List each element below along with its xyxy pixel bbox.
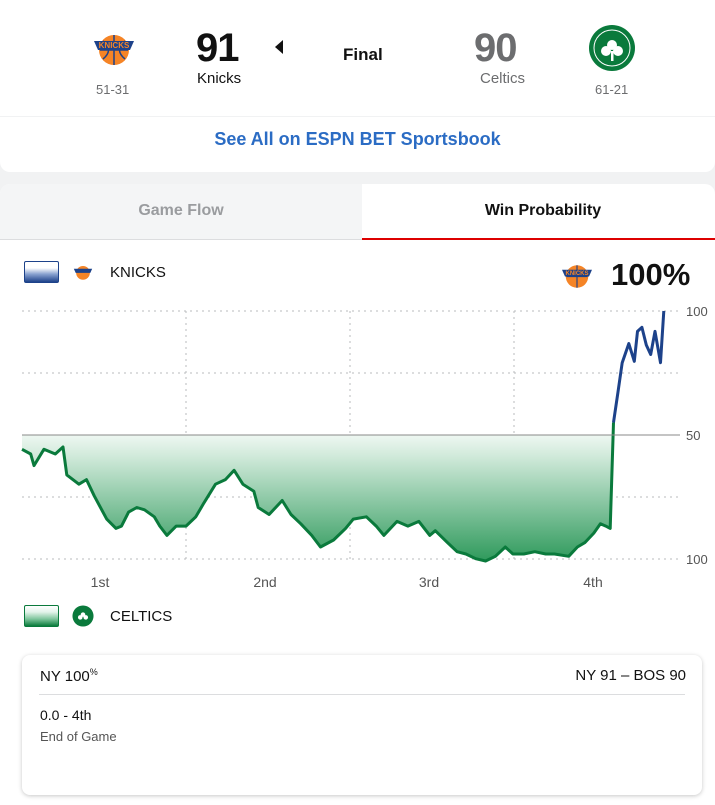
away-record: 51-31 <box>96 82 130 97</box>
home-score: 90 <box>474 26 517 70</box>
play-win-probability-value: NY 100 <box>40 668 90 685</box>
home-record: 61-21 <box>595 82 629 97</box>
legend-label-celtics: CELTICS <box>110 608 173 625</box>
win-probability-chart[interactable]: 100 50 100 1st 2nd 3rd 4th <box>0 302 715 602</box>
knicks-logo <box>73 266 93 280</box>
divider <box>39 694 685 695</box>
knicks-logo[interactable]: KNICKS <box>90 24 138 72</box>
quarter-label: 4th <box>583 574 602 590</box>
play-description: End of Game <box>40 729 117 744</box>
play-detail-card: NY 100% NY 91 – BOS 90 0.0 - 4th End of … <box>22 655 702 795</box>
chart-tabs: Game Flow Win Probability <box>0 184 715 240</box>
sportsbook-bar: See All on ESPN BET Sportsbook <box>0 117 715 172</box>
y-tick-label: 50 <box>686 428 700 443</box>
play-time: 0.0 - 4th <box>40 707 92 723</box>
play-score: NY 91 – BOS 90 <box>575 667 686 684</box>
game-status: Final <box>343 45 383 64</box>
away-team-name[interactable]: Knicks <box>197 70 242 87</box>
knicks-color-swatch <box>24 261 59 283</box>
away-score: 91 <box>196 26 239 70</box>
sportsbook-link[interactable]: See All on ESPN BET Sportsbook <box>214 129 501 149</box>
winner-arrow-icon <box>275 40 283 54</box>
celtics-color-swatch <box>24 605 59 627</box>
tab-win-probability[interactable]: Win Probability <box>362 184 715 240</box>
celtics-logo[interactable] <box>588 24 636 72</box>
current-win-probability: 100% <box>611 257 691 292</box>
y-tick-label: 100 <box>686 552 708 567</box>
svg-text:KNICKS: KNICKS <box>99 41 130 50</box>
celtics-logo <box>72 605 94 627</box>
legend-label-knicks: KNICKS <box>110 264 166 281</box>
knicks-probability-line <box>612 310 666 423</box>
win-probability-card: Game Flow Win Probability KNICKS KNICKS … <box>0 184 715 805</box>
home-team-name[interactable]: Celtics <box>480 70 526 87</box>
quarter-label: 1st <box>91 574 110 590</box>
celtics-probability-area <box>22 422 614 561</box>
tab-game-flow[interactable]: Game Flow <box>0 184 362 240</box>
celtics-probability-line <box>21 422 615 563</box>
scoreboard: KNICKS 51-31 91 Knicks Final 90 Celtics … <box>0 0 715 116</box>
svg-text:KNICKS: KNICKS <box>565 271 588 277</box>
play-win-probability: NY 100% <box>40 667 98 685</box>
play-win-probability-unit: % <box>89 667 98 677</box>
quarter-label: 3rd <box>419 574 439 590</box>
y-tick-label: 100 <box>686 304 708 319</box>
knicks-logo: KNICKS <box>562 265 592 288</box>
quarter-label: 2nd <box>253 574 276 590</box>
